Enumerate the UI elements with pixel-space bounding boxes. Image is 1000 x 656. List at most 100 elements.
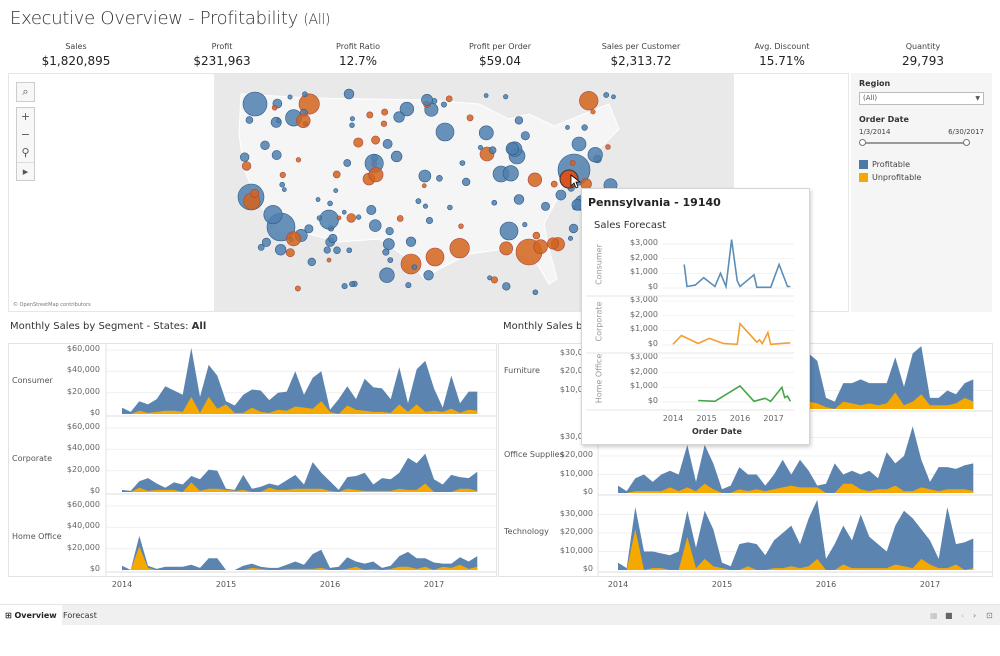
profitable-city-marker[interactable] (327, 200, 333, 207)
profitable-city-marker[interactable] (393, 111, 405, 123)
unprofitable-city-marker[interactable] (294, 285, 301, 292)
unprofitable-city-marker[interactable] (425, 247, 445, 267)
unprofitable-city-marker[interactable] (605, 144, 611, 150)
unprofitable-city-marker[interactable] (285, 248, 295, 258)
profitable-city-marker[interactable] (421, 93, 433, 106)
profitable-city-marker[interactable] (346, 247, 352, 254)
unprofitable-city-marker[interactable] (569, 160, 576, 166)
profitable-city-marker[interactable] (435, 122, 455, 142)
unprofitable-city-marker[interactable] (499, 241, 514, 256)
profitable-city-marker[interactable] (462, 177, 471, 187)
profitable-city-marker[interactable] (514, 116, 524, 125)
unprofitable-city-marker[interactable] (368, 167, 384, 183)
profitable-city-marker[interactable] (447, 204, 453, 211)
unprofitable-city-marker[interactable] (366, 111, 374, 119)
grid-view-icon[interactable]: ▦ (930, 611, 938, 620)
profitable-city-marker[interactable] (399, 101, 415, 117)
profitable-city-marker[interactable] (341, 209, 347, 215)
presentation-mode-icon[interactable]: ⊡ (986, 611, 993, 620)
unprofitable-city-marker[interactable] (550, 180, 558, 188)
unprofitable-city-marker[interactable] (286, 231, 301, 247)
profitable-city-marker[interactable] (355, 214, 362, 220)
profitable-city-marker[interactable] (425, 217, 433, 225)
profitable-city-marker[interactable] (260, 140, 270, 151)
profitable-city-marker[interactable] (568, 235, 573, 241)
profitable-city-marker[interactable] (261, 237, 271, 247)
previous-sheet-icon[interactable]: ‹ (961, 611, 965, 620)
profitable-city-marker[interactable] (304, 224, 314, 234)
map-search-button[interactable]: ⌕ (16, 82, 35, 102)
profitable-city-marker[interactable] (271, 150, 282, 160)
profitable-city-marker[interactable] (405, 282, 412, 289)
unprofitable-city-marker[interactable] (449, 238, 470, 259)
unprofitable-city-marker[interactable] (445, 95, 453, 103)
profitable-city-marker[interactable] (440, 101, 447, 108)
profitable-city-marker[interactable] (587, 147, 603, 163)
unprofitable-city-marker[interactable] (421, 183, 427, 189)
unprofitable-city-marker[interactable] (579, 91, 599, 111)
unprofitable-city-marker[interactable] (336, 215, 342, 221)
profitable-city-marker[interactable] (423, 270, 434, 281)
unprofitable-city-marker[interactable] (532, 231, 541, 240)
profitable-city-marker[interactable] (422, 203, 429, 209)
unprofitable-city-marker[interactable] (346, 213, 356, 223)
profitable-city-marker[interactable] (565, 125, 570, 130)
profitable-city-marker[interactable] (382, 248, 390, 256)
unprofitable-city-marker[interactable] (295, 157, 302, 163)
order-date-slider[interactable] (859, 138, 984, 148)
profitable-city-marker[interactable] (502, 165, 519, 182)
profitable-city-marker[interactable] (242, 91, 268, 117)
profitable-city-marker[interactable] (366, 205, 377, 215)
zoom-out-button[interactable]: − (20, 128, 31, 141)
legend-unprofitable[interactable]: Unprofitable (859, 173, 984, 182)
profitable-city-marker[interactable] (568, 223, 579, 234)
profitable-city-marker[interactable] (245, 116, 254, 124)
unprofitable-city-marker[interactable] (371, 135, 381, 145)
profitable-city-marker[interactable] (382, 238, 395, 250)
profitable-city-marker[interactable] (555, 189, 567, 201)
profitable-city-marker[interactable] (503, 94, 509, 100)
unprofitable-city-marker[interactable] (326, 257, 332, 263)
profitable-city-marker[interactable] (581, 124, 588, 131)
slider-end-handle[interactable] (963, 139, 970, 146)
unprofitable-city-marker[interactable] (380, 120, 388, 127)
region-dropdown[interactable]: (All) ▼ (859, 92, 984, 105)
filmstrip-view-icon[interactable]: ■ (945, 611, 953, 620)
unprofitable-city-marker[interactable] (590, 109, 596, 115)
unprofitable-city-marker[interactable] (458, 223, 464, 229)
zoom-in-button[interactable]: + (20, 110, 31, 123)
next-sheet-icon[interactable]: › (973, 611, 977, 620)
legend-profitable[interactable]: Profitable (859, 160, 984, 169)
profitable-city-marker[interactable] (483, 93, 489, 98)
profitable-city-marker[interactable] (502, 282, 511, 291)
profitable-city-marker[interactable] (611, 94, 616, 100)
profitable-city-marker[interactable] (513, 194, 525, 205)
profitable-city-marker[interactable] (341, 283, 348, 290)
slider-track[interactable] (863, 142, 970, 144)
profitable-city-marker[interactable] (541, 201, 550, 211)
profitable-city-marker[interactable] (240, 152, 250, 162)
unprofitable-city-marker[interactable] (466, 114, 474, 122)
profitable-city-marker[interactable] (349, 116, 355, 122)
tab-overview[interactable]: ⊞ Overview (0, 605, 62, 626)
profitable-city-marker[interactable] (418, 169, 432, 183)
profitable-city-marker[interactable] (369, 219, 382, 232)
unprofitable-city-marker[interactable] (533, 239, 548, 254)
profitable-city-marker[interactable] (522, 221, 528, 228)
profitable-city-marker[interactable] (411, 264, 418, 270)
unprofitable-city-marker[interactable] (400, 253, 422, 275)
profitable-city-marker[interactable] (263, 205, 283, 225)
profitable-city-marker[interactable] (477, 145, 484, 151)
profitable-city-marker[interactable] (532, 289, 539, 296)
profitable-city-marker[interactable] (333, 188, 339, 193)
profitable-city-marker[interactable] (491, 199, 498, 206)
profitable-city-marker[interactable] (276, 118, 282, 124)
profitable-city-marker[interactable] (603, 92, 610, 98)
profitable-city-marker[interactable] (287, 94, 293, 100)
unprofitable-city-marker[interactable] (527, 172, 543, 187)
profitable-city-marker[interactable] (282, 187, 287, 192)
pin-icon[interactable]: ⚲ (21, 146, 30, 159)
profitable-city-marker[interactable] (302, 91, 308, 97)
profitable-city-marker[interactable] (307, 257, 316, 267)
unprofitable-city-marker[interactable] (332, 170, 341, 179)
